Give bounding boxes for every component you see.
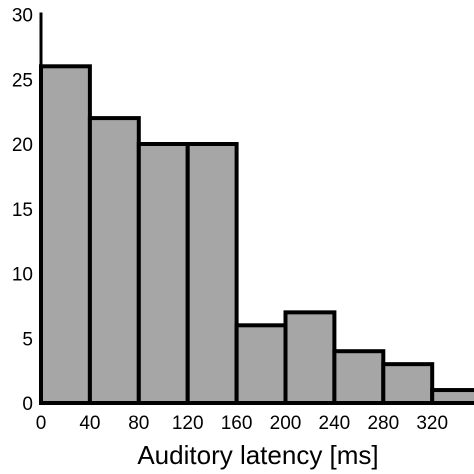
histogram-bar bbox=[87, 116, 141, 405]
histogram-bar bbox=[185, 142, 239, 405]
histogram-bar bbox=[39, 64, 92, 406]
x-tick-label: 80 bbox=[128, 413, 149, 434]
y-tick-label: 10 bbox=[12, 265, 33, 286]
y-tick-label: 30 bbox=[12, 6, 33, 27]
histogram-bar bbox=[283, 310, 337, 406]
y-tick-label: 15 bbox=[12, 200, 33, 221]
x-tick-label: 40 bbox=[79, 413, 100, 434]
x-axis-title: Auditory latency [ms] bbox=[137, 440, 378, 470]
x-tick-labels: 040801201602002402803203 bbox=[36, 413, 448, 434]
y-tick-label: 0 bbox=[22, 394, 33, 415]
histogram-bar bbox=[136, 142, 190, 405]
bars-group bbox=[39, 64, 474, 406]
y-tick-label: 25 bbox=[12, 70, 33, 91]
histogram-bar bbox=[332, 349, 386, 406]
x-tick-label: 160 bbox=[221, 413, 253, 434]
x-tick-label: 120 bbox=[172, 413, 204, 434]
y-tick-labels: 0 5 10 15 20 25 30 bbox=[12, 6, 33, 416]
histogram-bar bbox=[430, 388, 474, 405]
y-tick-label: 5 bbox=[22, 329, 33, 350]
x-tick-label: 240 bbox=[319, 413, 351, 434]
x-tick-label: 200 bbox=[270, 413, 302, 434]
x-tick-label: 0 bbox=[36, 413, 47, 434]
x-tick-label: 320 bbox=[416, 413, 448, 434]
x-tick-label: 280 bbox=[367, 413, 399, 434]
histogram-bar bbox=[234, 323, 288, 405]
y-tick-label: 20 bbox=[12, 135, 33, 156]
histogram-bar bbox=[381, 362, 435, 405]
